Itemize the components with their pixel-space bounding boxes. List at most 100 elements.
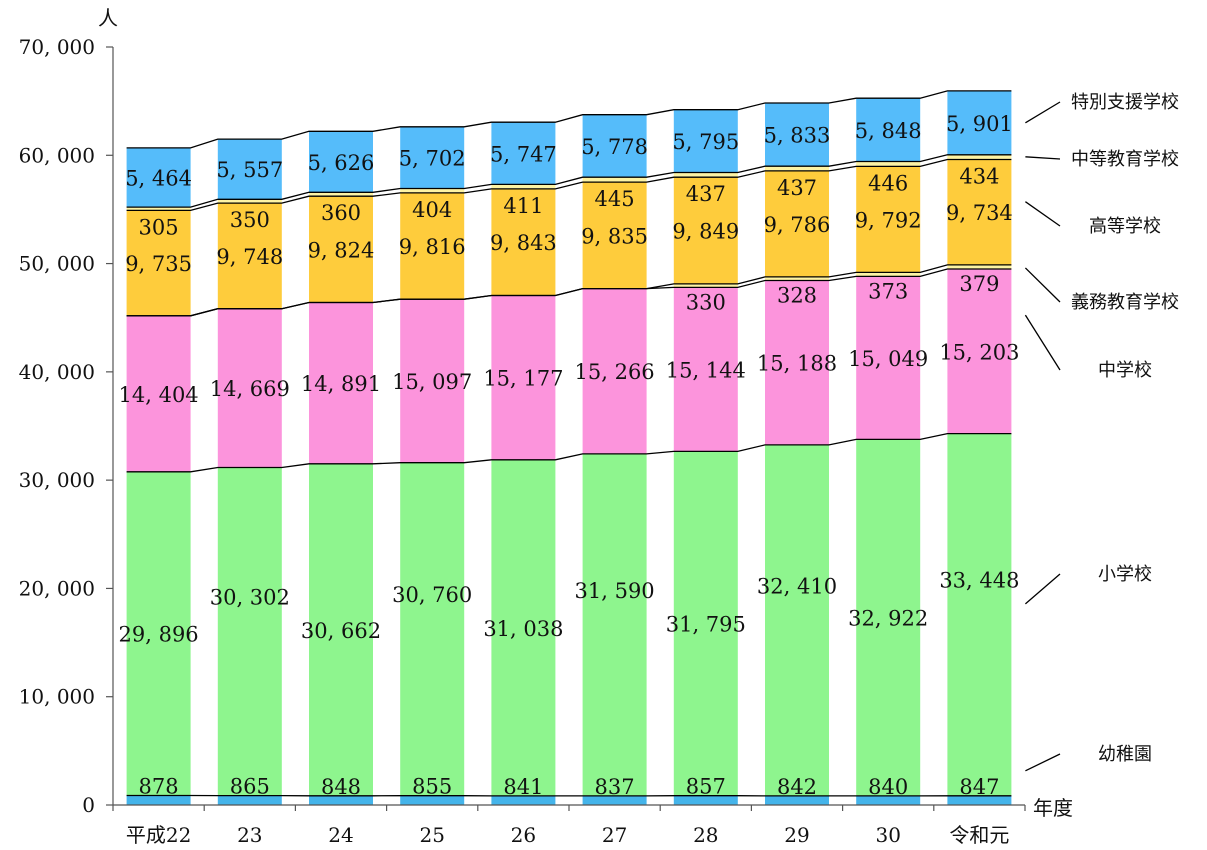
- data-label: 837: [595, 775, 635, 799]
- data-label: 373: [868, 279, 908, 303]
- bar-segment: [765, 166, 829, 171]
- x-tick-label: 平成22: [126, 823, 191, 847]
- bar-segment: [582, 288, 647, 454]
- data-label: 855: [412, 775, 452, 799]
- legend-leader-line: [1025, 156, 1061, 160]
- bar-segment: [947, 795, 1012, 805]
- bar-segment: [217, 308, 282, 468]
- y-axis-unit: 人: [98, 6, 118, 30]
- data-label: 15, 188: [757, 352, 837, 376]
- bar-segment: [765, 444, 829, 796]
- data-label: 5, 464: [125, 166, 192, 190]
- bar-segment: [491, 122, 556, 185]
- data-label: 30, 662: [301, 619, 381, 643]
- x-tick-label: 27: [602, 823, 627, 847]
- data-label: 411: [503, 194, 543, 218]
- data-label: 437: [686, 182, 726, 206]
- legend-leader-line: [1025, 753, 1061, 772]
- connector-lines: [126, 90, 1012, 797]
- bar-segment: [673, 172, 738, 178]
- y-tick-label: 30, 000: [19, 468, 95, 492]
- data-label: 5, 833: [764, 124, 831, 148]
- data-label: 434: [959, 164, 999, 188]
- data-label: 30, 302: [210, 586, 290, 610]
- bar-segment: [947, 154, 1012, 160]
- data-label: 5, 901: [946, 112, 1013, 136]
- bar-segment: [491, 188, 556, 296]
- data-label: 840: [868, 775, 908, 799]
- data-label: 32, 922: [848, 607, 928, 631]
- bar-segment: [582, 453, 647, 796]
- bar-segment: [673, 287, 738, 452]
- series-connector-line: [126, 158, 1012, 212]
- data-label: 842: [777, 775, 817, 799]
- data-label: 330: [686, 290, 726, 314]
- x-tick-label: 29: [784, 823, 809, 847]
- bar-segment: [126, 315, 191, 472]
- x-tick-label: 25: [419, 823, 444, 847]
- x-axis-unit: 年度: [1033, 796, 1073, 820]
- bar-segment: [856, 439, 921, 796]
- data-labels: 878 29, 896 14, 404 9, 735 305 5, 464 865 30, 3…: [119, 112, 1020, 799]
- data-label: 848: [321, 775, 361, 799]
- y-tick-label: 40, 000: [19, 360, 95, 384]
- data-label: 437: [777, 176, 817, 200]
- x-tick-label: 24: [328, 823, 353, 847]
- data-label: 446: [868, 171, 908, 195]
- data-label: 5, 557: [216, 158, 283, 182]
- series-connector-line: [126, 154, 1012, 208]
- bar-segment: [400, 188, 465, 193]
- legend-leader-line: [1024, 573, 1061, 605]
- y-tick-label: 50, 000: [19, 252, 95, 276]
- bar-segment: [765, 276, 829, 281]
- bar-segment: [673, 109, 738, 173]
- data-label: 9, 849: [672, 220, 739, 244]
- bar-segment: [947, 269, 1012, 434]
- legend-label: 特別支援学校: [1071, 92, 1179, 113]
- bar-segment: [400, 462, 465, 796]
- bar-segment: [856, 98, 921, 162]
- bar-segment: [765, 103, 829, 167]
- data-label: 31, 795: [666, 613, 746, 637]
- bar-segment: [673, 795, 738, 805]
- data-label: 350: [230, 208, 270, 232]
- bar-segment: [582, 177, 647, 183]
- data-label: 9, 786: [764, 213, 831, 237]
- data-label: 9, 734: [946, 201, 1013, 225]
- data-label: 15, 266: [575, 360, 655, 384]
- y-tick-label: 10, 000: [19, 685, 95, 709]
- data-label: 14, 891: [301, 372, 381, 396]
- bar-segment: [126, 147, 191, 208]
- data-label: 5, 778: [581, 135, 648, 159]
- data-label: 857: [686, 775, 726, 799]
- legend-label: 幼稚園: [1098, 744, 1152, 765]
- data-label: 14, 669: [210, 377, 290, 401]
- legend-label: 中等教育学校: [1071, 149, 1179, 170]
- x-tick-label: 28: [693, 823, 718, 847]
- data-label: 445: [595, 187, 635, 211]
- legend-leader-line: [1024, 314, 1061, 371]
- y-tick-label: 20, 000: [19, 576, 95, 600]
- bar-segment: [217, 795, 282, 805]
- bar-segment: [400, 126, 465, 189]
- bar-segment: [765, 795, 829, 805]
- data-label: 9, 792: [855, 208, 922, 232]
- data-label: 15, 097: [392, 370, 472, 394]
- data-label: 5, 747: [490, 142, 557, 166]
- series-connector-line: [126, 432, 1012, 473]
- data-label: 9, 748: [216, 245, 283, 269]
- data-label: 305: [139, 215, 179, 239]
- legend-label: 義務教育学校: [1071, 292, 1179, 313]
- bar-segment: [856, 272, 921, 277]
- bar-segment: [856, 795, 921, 805]
- data-label: 31, 590: [575, 579, 655, 603]
- data-label: 33, 448: [939, 569, 1019, 593]
- bar-segment: [491, 459, 556, 796]
- bar-segment: [217, 467, 282, 796]
- x-tick-label: 30: [875, 823, 900, 847]
- legend-label: 小学校: [1098, 564, 1152, 585]
- data-label: 15, 203: [939, 340, 1019, 364]
- data-label: 30, 760: [392, 583, 472, 607]
- legend-leader-line: [1025, 101, 1061, 124]
